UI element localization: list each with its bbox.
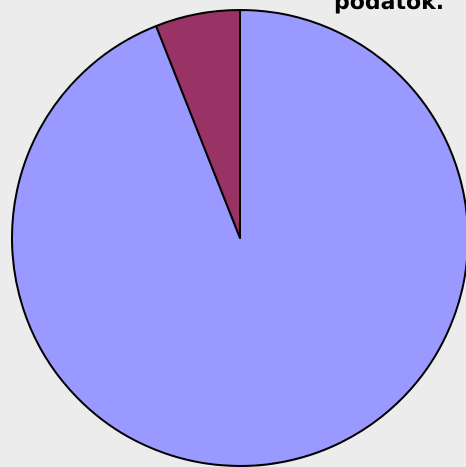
partial-label-text: podatok. xyxy=(334,0,445,15)
pie-slice-2 xyxy=(155,9,241,239)
